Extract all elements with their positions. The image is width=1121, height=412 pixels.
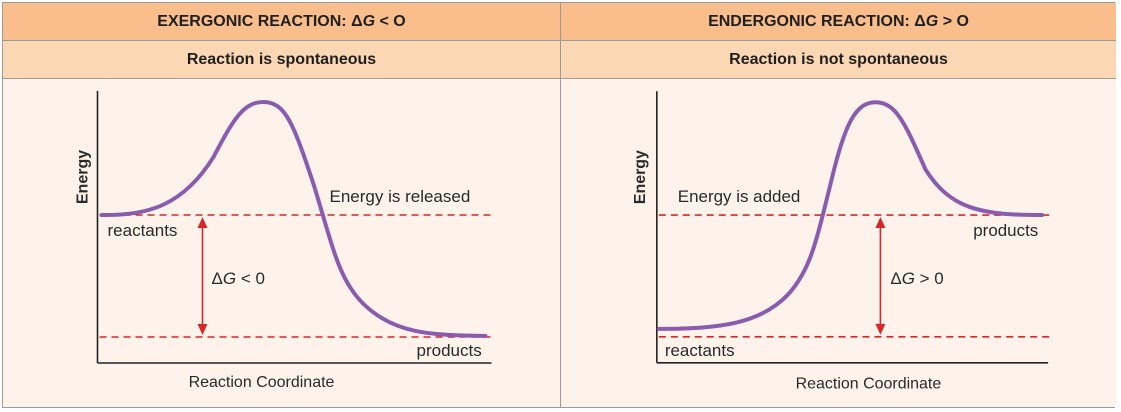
exergonic-svg: Energy reactants Energy is released prod…	[75, 91, 494, 391]
endergonic-diagram: Energy Energy is added products reactant…	[561, 79, 1116, 407]
endergonic-delta-symbol: G	[902, 269, 915, 288]
endergonic-delta-prefix: Δ	[890, 269, 901, 288]
exergonic-products-label: products	[417, 341, 482, 360]
exergonic-reactants-label: reactants	[108, 221, 178, 240]
endergonic-svg: Energy Energy is added products reactant…	[632, 91, 1051, 393]
endergonic-reactants-label: reactants	[665, 341, 735, 360]
exergonic-delta-suffix: < 0	[236, 269, 265, 288]
exergonic-delta-label: ΔG < 0	[212, 269, 265, 288]
exergonic-title-prefix: EXERGONIC REACTION: Δ	[157, 12, 363, 30]
exergonic-title-suffix: < O	[375, 12, 406, 30]
exergonic-y-axis-label: Energy	[75, 150, 92, 204]
endergonic-x-axis-label: Reaction Coordinate	[796, 376, 942, 393]
endergonic-products-label: products	[973, 221, 1038, 240]
endergonic-arrowhead-up	[875, 217, 886, 229]
exergonic-energy-curve	[99, 99, 488, 338]
endergonic-energy-curve	[656, 100, 1045, 331]
exergonic-x-axis-label: Reaction Coordinate	[189, 374, 335, 391]
exergonic-subtitle: Reaction is spontaneous	[3, 41, 560, 79]
endergonic-delta-suffix: > 0	[915, 269, 944, 288]
exergonic-arrowhead-down	[197, 324, 208, 335]
exergonic-delta-symbol: G	[223, 269, 236, 288]
endergonic-title-prefix: ENDERGONIC REACTION: Δ	[708, 12, 926, 30]
exergonic-delta-prefix: Δ	[212, 269, 223, 288]
endergonic-delta-label: ΔG > 0	[890, 269, 943, 288]
endergonic-title-suffix: > O	[938, 12, 969, 30]
exergonic-title-symbol: G	[362, 12, 376, 30]
exergonic-diagram: Energy reactants Energy is released prod…	[3, 79, 560, 407]
exergonic-energy-note: Energy is released	[330, 187, 471, 206]
endergonic-energy-note: Energy is added	[678, 187, 801, 206]
endergonic-subtitle: Reaction is not spontaneous	[561, 41, 1116, 79]
endergonic-title-symbol: G	[925, 12, 939, 30]
endergonic-y-axis-label: Energy	[632, 150, 649, 204]
exergonic-arrowhead-up	[197, 217, 208, 228]
endergonic-arrowhead-down	[875, 323, 886, 335]
